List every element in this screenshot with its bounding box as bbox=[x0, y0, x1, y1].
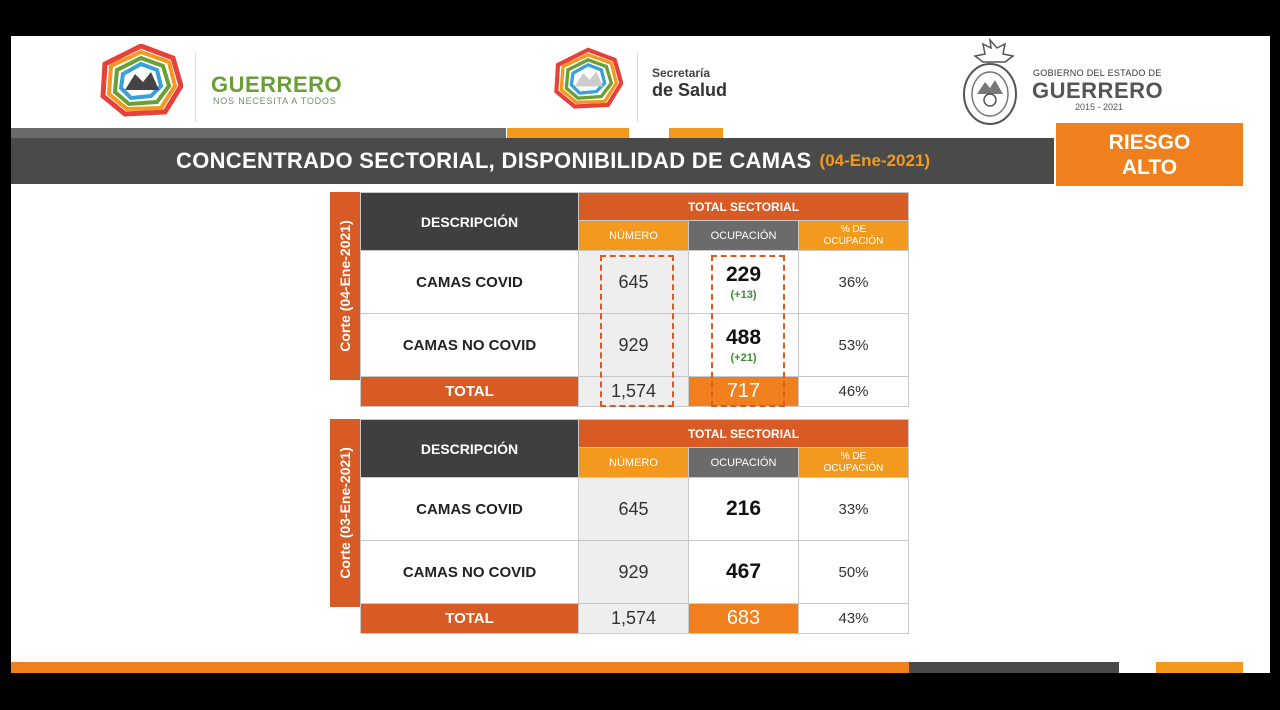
total-numero: 1,574 bbox=[578, 376, 689, 407]
footer-bar bbox=[11, 662, 909, 673]
total-numero: 1,574 bbox=[578, 603, 689, 634]
total-row: TOTAL 1,574 717 46% bbox=[360, 376, 909, 407]
row-numero: 645 bbox=[578, 250, 689, 314]
page-title: CONCENTRADO SECTORIAL, DISPONIBILIDAD DE… bbox=[176, 148, 812, 173]
table-row: CAMAS NO COVID 929 488 (+21) 53% bbox=[360, 313, 909, 377]
header-pct-ocupacion: % DE OCUPACIÓN bbox=[798, 220, 909, 251]
guerrero-subtitle: NOS NECESITA A TODOS bbox=[213, 96, 337, 106]
corte-label-text: Corte (04-Ene-2021) bbox=[337, 220, 353, 352]
title-date: (04-Ene-2021) bbox=[819, 151, 931, 170]
table-row: CAMAS COVID 645 216 33% bbox=[360, 477, 909, 541]
row-ocupacion: 488 (+21) bbox=[688, 313, 799, 377]
footer-bar bbox=[1156, 662, 1243, 673]
guerrero-logo: GUERRERO NOS NECESITA A TODOS bbox=[99, 44, 349, 124]
corte-label-text: Corte (03-Ene-2021) bbox=[337, 447, 353, 579]
total-ocupacion: 717 bbox=[688, 376, 799, 407]
total-label: TOTAL bbox=[360, 376, 579, 407]
row-pct: 53% bbox=[798, 313, 909, 377]
table-row: CAMAS COVID 645 229 (+13) 36% bbox=[360, 250, 909, 314]
ocupacion-delta: (+13) bbox=[730, 289, 757, 301]
administration-years: 2015 - 2021 bbox=[1075, 102, 1124, 112]
gobierno-label: GOBIERNO DEL ESTADO DE bbox=[1033, 68, 1162, 78]
row-pct: 50% bbox=[798, 540, 909, 604]
total-pct: 43% bbox=[798, 603, 909, 634]
row-label: CAMAS NO COVID bbox=[360, 313, 579, 377]
total-row: TOTAL 1,574 683 43% bbox=[360, 603, 909, 634]
accent-bar bbox=[11, 128, 506, 138]
header-total-sectorial: TOTAL SECTORIAL bbox=[578, 419, 909, 448]
row-label: CAMAS COVID bbox=[360, 250, 579, 314]
row-ocupacion: 216 bbox=[688, 477, 799, 541]
corte-label: Corte (03-Ene-2021) bbox=[330, 419, 360, 607]
gobierno-guerrero-logo: GOBIERNO DEL ESTADO DE GUERRERO 2015 - 2… bbox=[957, 38, 1187, 128]
title-bar: CONCENTRADO SECTORIAL, DISPONIBILIDAD DE… bbox=[11, 138, 1054, 184]
accent-bar bbox=[507, 128, 629, 138]
de-salud-label: de Salud bbox=[652, 80, 728, 100]
state-coat-of-arms-icon bbox=[963, 38, 1017, 125]
secretaria-label: Secretaría bbox=[652, 66, 711, 80]
header-pct-ocupacion: % DE OCUPACIÓN bbox=[798, 447, 909, 478]
risk-badge: RIESGO ALTO bbox=[1056, 123, 1243, 186]
pct-header-line-2: OCUPACIÓN bbox=[823, 462, 884, 474]
corte-label: Corte (04-Ene-2021) bbox=[330, 192, 360, 380]
row-pct: 33% bbox=[798, 477, 909, 541]
secretaria-salud-logo: Secretaría de Salud bbox=[551, 44, 751, 124]
pct-header-line-2: OCUPACIÓN bbox=[823, 235, 884, 247]
header-total-sectorial: TOTAL SECTORIAL bbox=[578, 192, 909, 221]
ocupacion-delta: (+21) bbox=[730, 352, 757, 364]
header-numero: NÚMERO bbox=[578, 220, 689, 251]
beds-table: DESCRIPCIÓN TOTAL SECTORIAL NÚMERO OCUPA… bbox=[360, 192, 909, 407]
table-row: CAMAS NO COVID 929 467 50% bbox=[360, 540, 909, 604]
row-numero: 929 bbox=[578, 540, 689, 604]
ocupacion-value: 229 bbox=[725, 263, 762, 286]
table-block-04-ene: Corte (04-Ene-2021) DESCRIPCIÓN TOTAL SE… bbox=[330, 192, 910, 407]
logo-separator bbox=[637, 52, 638, 122]
row-ocupacion: 467 bbox=[688, 540, 799, 604]
pct-header-line-1: % DE bbox=[840, 450, 867, 462]
slide: GUERRERO NOS NECESITA A TODOS Secretaría… bbox=[11, 36, 1270, 673]
table-block-03-ene: Corte (03-Ene-2021) DESCRIPCIÓN TOTAL SE… bbox=[330, 419, 910, 634]
guerrero-mountain-logo-icon bbox=[554, 47, 623, 109]
logo-separator bbox=[195, 52, 196, 122]
risk-line-2: ALTO bbox=[1121, 156, 1178, 179]
header-descripcion: DESCRIPCIÓN bbox=[360, 192, 579, 251]
row-label: CAMAS COVID bbox=[360, 477, 579, 541]
header-ocupacion: OCUPACIÓN bbox=[688, 447, 799, 478]
total-label: TOTAL bbox=[360, 603, 579, 634]
guerrero-mountain-logo-icon bbox=[100, 44, 183, 117]
footer-bar bbox=[909, 662, 1119, 673]
row-label: CAMAS NO COVID bbox=[360, 540, 579, 604]
header-descripcion: DESCRIPCIÓN bbox=[360, 419, 579, 478]
ocupacion-value: 488 bbox=[725, 326, 762, 349]
guerrero-title: GUERRERO bbox=[211, 72, 343, 97]
pct-header-line-1: % DE bbox=[840, 223, 867, 235]
total-ocupacion: 683 bbox=[688, 603, 799, 634]
row-numero: 645 bbox=[578, 477, 689, 541]
guerrero-state-label: GUERRERO bbox=[1032, 78, 1164, 103]
accent-bar bbox=[669, 128, 723, 138]
header-numero: NÚMERO bbox=[578, 447, 689, 478]
header-ocupacion: OCUPACIÓN bbox=[688, 220, 799, 251]
row-pct: 36% bbox=[798, 250, 909, 314]
risk-line-1: RIESGO bbox=[1108, 131, 1191, 154]
total-pct: 46% bbox=[798, 376, 909, 407]
row-ocupacion: 229 (+13) bbox=[688, 250, 799, 314]
beds-table: DESCRIPCIÓN TOTAL SECTORIAL NÚMERO OCUPA… bbox=[360, 419, 909, 634]
row-numero: 929 bbox=[578, 313, 689, 377]
